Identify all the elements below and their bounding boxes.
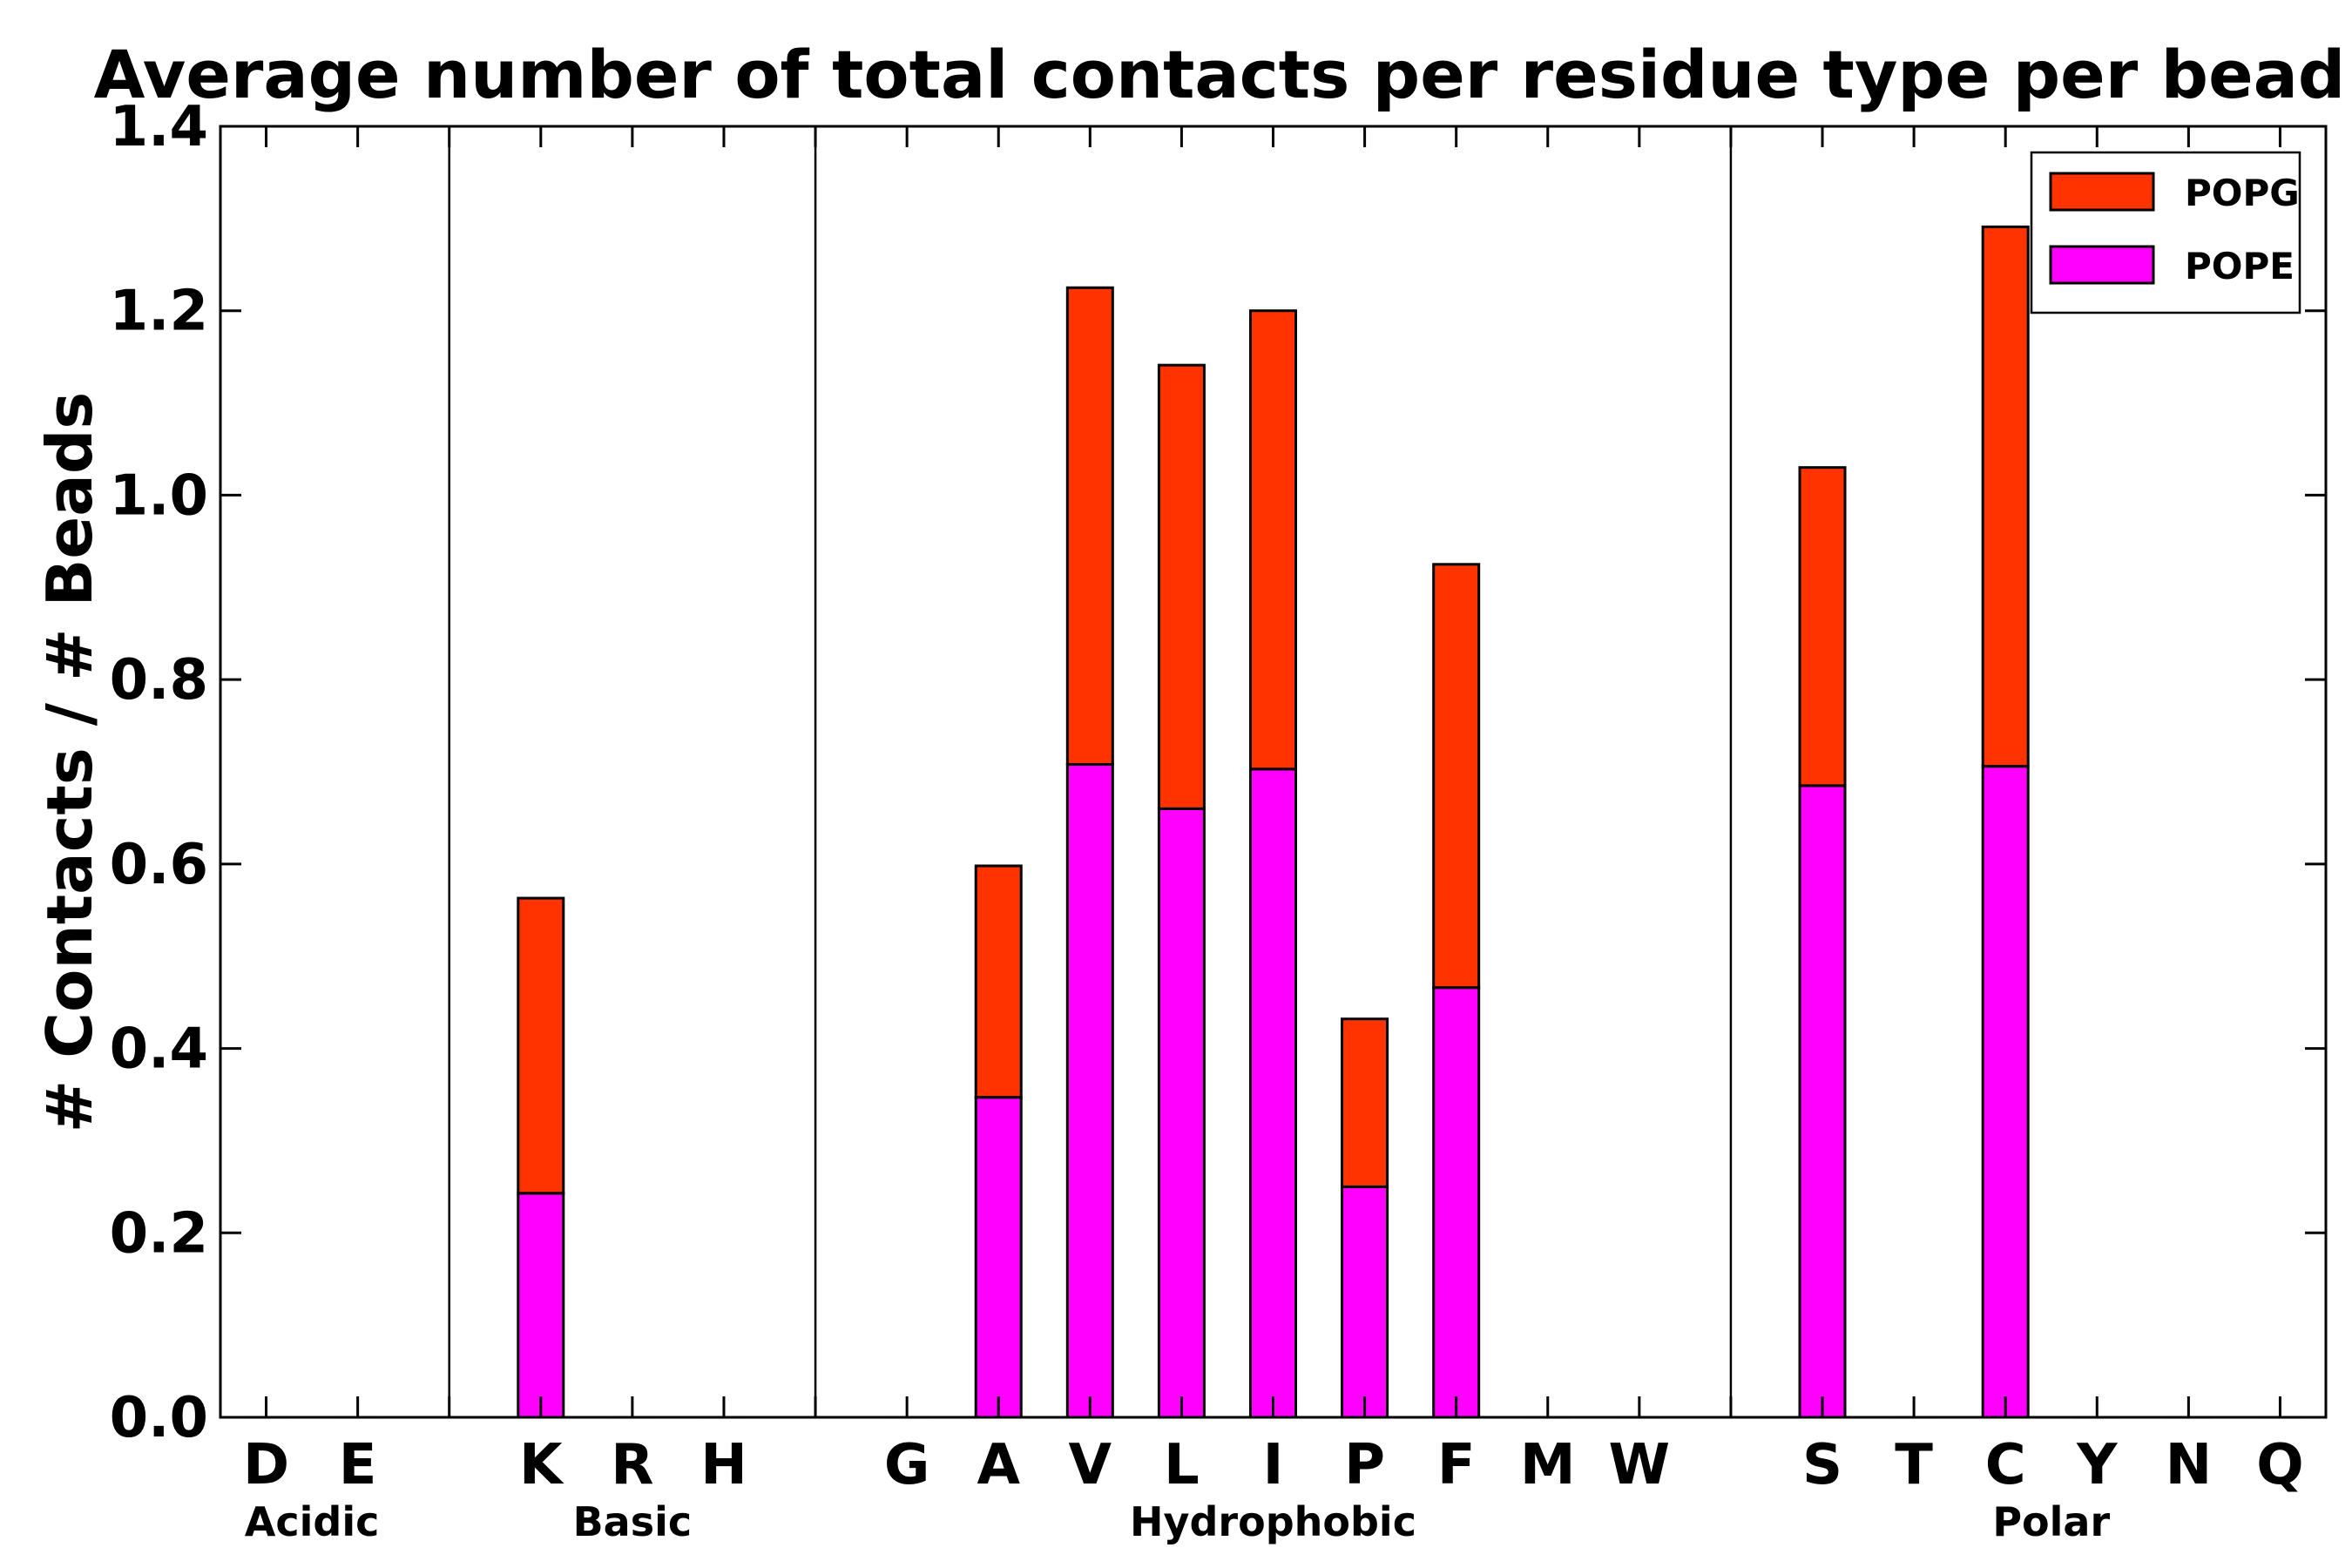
chart-title: Average number of total contacts per res… bbox=[94, 36, 2346, 113]
x-category-label: G bbox=[884, 1433, 930, 1497]
y-tick-label: 0.2 bbox=[110, 1201, 208, 1266]
y-tick-label: 1.0 bbox=[110, 463, 208, 528]
x-category-label: L bbox=[1164, 1433, 1200, 1497]
legend-label-pope: POPE bbox=[2185, 245, 2295, 287]
x-category-label: W bbox=[1609, 1433, 1671, 1497]
group-label: Polar bbox=[1992, 1498, 2110, 1545]
x-category-label: D bbox=[243, 1433, 289, 1497]
bar-popg-p bbox=[1341, 1017, 1389, 1188]
bar-pope-l bbox=[1157, 807, 1206, 1419]
x-category-label: C bbox=[1985, 1433, 2026, 1497]
x-category-label: S bbox=[1802, 1433, 1842, 1497]
bar-pope-c bbox=[1981, 765, 2030, 1419]
bar-pope-s bbox=[1798, 784, 1847, 1419]
y-tick-label: 1.2 bbox=[110, 280, 208, 344]
x-category-label: T bbox=[1895, 1433, 1933, 1497]
y-axis-label: # Contacts / # Beads bbox=[33, 392, 106, 1132]
x-category-label: M bbox=[1520, 1433, 1576, 1497]
bar-popg-v bbox=[1065, 286, 1114, 767]
bar-popg-f bbox=[1432, 563, 1481, 990]
plot-area: 0.0 0.2 0.4 0.6 0.8 1.0 1.2 1.4 D E K R H G A V L I P F M W S T… bbox=[110, 95, 2328, 1545]
bar-popg-i bbox=[1249, 309, 1297, 771]
legend-label-popg: POPG bbox=[2185, 172, 2300, 214]
x-category-label: K bbox=[519, 1433, 564, 1497]
bar-popg-c bbox=[1981, 225, 2030, 768]
y-tick-label: 0.0 bbox=[110, 1386, 208, 1450]
bar-pope-v bbox=[1065, 763, 1114, 1419]
legend-swatch-popg bbox=[2049, 172, 2155, 212]
x-category-label: V bbox=[1069, 1433, 1112, 1497]
group-label: Hydrophobic bbox=[1130, 1498, 1416, 1545]
bar-pope-i bbox=[1249, 767, 1297, 1419]
x-category-label: P bbox=[1344, 1433, 1385, 1497]
group-label: Basic bbox=[573, 1498, 693, 1545]
x-category-label: F bbox=[1437, 1433, 1476, 1497]
bar-popg-s bbox=[1798, 466, 1847, 787]
bar-popg-l bbox=[1157, 363, 1206, 810]
y-tick-label: 0.6 bbox=[110, 833, 208, 897]
bar-popg-a bbox=[974, 864, 1023, 1099]
group-label: Acidic bbox=[245, 1498, 380, 1545]
legend-swatch-pope bbox=[2049, 245, 2155, 285]
bar-pope-k bbox=[517, 1192, 565, 1419]
bar-pope-p bbox=[1341, 1185, 1389, 1419]
x-category-label: H bbox=[700, 1433, 747, 1497]
bar-pope-a bbox=[974, 1096, 1023, 1419]
bar-popg-k bbox=[517, 896, 565, 1195]
x-category-label: R bbox=[611, 1433, 653, 1497]
y-tick-label: 0.8 bbox=[110, 648, 208, 713]
x-category-label: A bbox=[977, 1433, 1020, 1497]
x-category-label: Y bbox=[2076, 1433, 2118, 1497]
x-category-label: I bbox=[1263, 1433, 1284, 1497]
y-tick-label: 1.4 bbox=[110, 95, 208, 159]
x-category-label: N bbox=[2166, 1433, 2213, 1497]
y-tick-label: 0.4 bbox=[110, 1017, 208, 1082]
x-category-label: Q bbox=[2256, 1433, 2303, 1497]
bar-pope-f bbox=[1432, 986, 1481, 1419]
x-category-label: E bbox=[339, 1433, 377, 1497]
